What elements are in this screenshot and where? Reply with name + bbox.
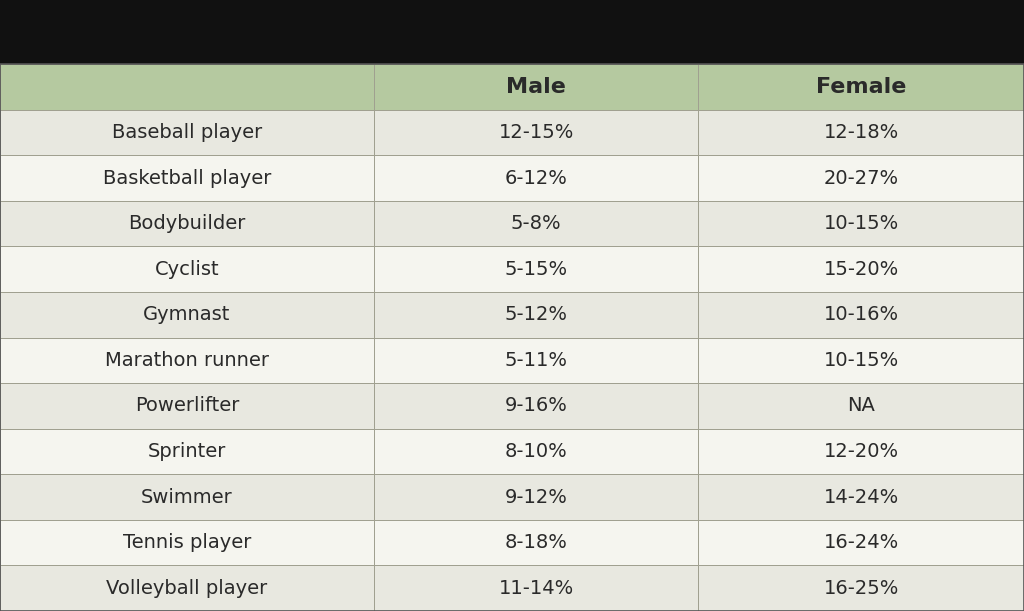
Bar xyxy=(374,474,698,520)
Bar xyxy=(0,201,374,246)
Text: 12-15%: 12-15% xyxy=(499,123,573,142)
Bar xyxy=(0,337,374,383)
Bar xyxy=(374,292,698,337)
Text: 6-12%: 6-12% xyxy=(505,169,567,188)
Bar xyxy=(0,64,374,110)
Text: Bodybuilder: Bodybuilder xyxy=(128,214,246,233)
Bar xyxy=(374,110,698,155)
Text: 16-24%: 16-24% xyxy=(823,533,899,552)
Bar xyxy=(698,64,1024,110)
Text: 20-27%: 20-27% xyxy=(823,169,899,188)
Text: Swimmer: Swimmer xyxy=(141,488,232,507)
Bar xyxy=(698,474,1024,520)
Bar xyxy=(374,64,698,110)
Text: Female: Female xyxy=(816,77,906,97)
Text: 16-25%: 16-25% xyxy=(823,579,899,598)
Bar xyxy=(0,429,374,474)
Text: 8-10%: 8-10% xyxy=(505,442,567,461)
Text: 5-8%: 5-8% xyxy=(511,214,561,233)
Text: Volleyball player: Volleyball player xyxy=(106,579,267,598)
Bar xyxy=(698,520,1024,565)
Text: Baseball player: Baseball player xyxy=(112,123,262,142)
Bar xyxy=(698,565,1024,611)
Text: Tennis player: Tennis player xyxy=(123,533,251,552)
Text: Powerlifter: Powerlifter xyxy=(135,397,239,415)
Bar xyxy=(698,246,1024,292)
Bar xyxy=(698,337,1024,383)
Text: Basketball player: Basketball player xyxy=(102,169,271,188)
Text: Sprinter: Sprinter xyxy=(147,442,226,461)
Bar xyxy=(374,201,698,246)
Text: NA: NA xyxy=(847,397,876,415)
Text: Cyclist: Cyclist xyxy=(155,260,219,279)
Bar xyxy=(0,565,374,611)
Bar xyxy=(374,383,698,429)
Bar xyxy=(0,64,1024,611)
Text: 10-15%: 10-15% xyxy=(823,351,899,370)
Bar xyxy=(698,429,1024,474)
Text: Marathon runner: Marathon runner xyxy=(104,351,269,370)
Bar xyxy=(374,246,698,292)
Bar xyxy=(698,383,1024,429)
Bar xyxy=(698,292,1024,337)
Bar xyxy=(374,429,698,474)
Text: 5-15%: 5-15% xyxy=(505,260,567,279)
Bar xyxy=(0,383,374,429)
Text: 15-20%: 15-20% xyxy=(823,260,899,279)
Text: 5-11%: 5-11% xyxy=(505,351,567,370)
Text: 10-15%: 10-15% xyxy=(823,214,899,233)
Text: 5-12%: 5-12% xyxy=(505,306,567,324)
Text: 9-16%: 9-16% xyxy=(505,397,567,415)
Text: Male: Male xyxy=(506,77,566,97)
Bar xyxy=(0,155,374,201)
Bar xyxy=(374,337,698,383)
Bar xyxy=(0,474,374,520)
Text: 12-18%: 12-18% xyxy=(823,123,899,142)
Bar xyxy=(374,155,698,201)
Text: 8-18%: 8-18% xyxy=(505,533,567,552)
Text: Gymnast: Gymnast xyxy=(143,306,230,324)
Bar xyxy=(0,110,374,155)
Text: 10-16%: 10-16% xyxy=(823,306,899,324)
Bar xyxy=(0,520,374,565)
Text: 12-20%: 12-20% xyxy=(823,442,899,461)
Bar xyxy=(374,565,698,611)
Bar xyxy=(698,201,1024,246)
Bar xyxy=(698,155,1024,201)
Text: 11-14%: 11-14% xyxy=(499,579,573,598)
Bar xyxy=(374,520,698,565)
Bar xyxy=(0,292,374,337)
Text: 14-24%: 14-24% xyxy=(823,488,899,507)
Bar xyxy=(0,246,374,292)
Bar xyxy=(698,110,1024,155)
Text: 9-12%: 9-12% xyxy=(505,488,567,507)
